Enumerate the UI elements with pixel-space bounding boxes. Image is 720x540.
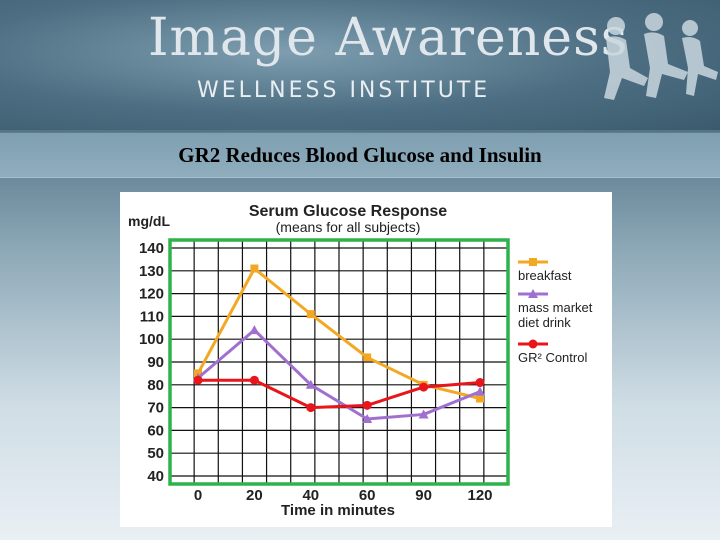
y-tick-label: 80: [147, 377, 164, 394]
y-tick-label: 110: [140, 308, 164, 325]
x-tick-label: 120: [467, 487, 492, 504]
y-tick-label: 100: [139, 331, 164, 348]
legend-label: mass market diet drink: [518, 300, 593, 330]
data-point: [419, 382, 429, 392]
y-tick-label: 120: [139, 286, 164, 303]
data-point: [476, 394, 484, 403]
chart-subtitle: (means for all subjects): [276, 219, 421, 235]
data-point: [475, 386, 485, 396]
x-tick-label: 0: [194, 487, 202, 504]
data-point: [305, 379, 316, 389]
data-point: [418, 409, 429, 419]
y-axis-label: mg/dL: [128, 213, 170, 229]
series-line-1: [197, 328, 481, 421]
y-tick-label: 40: [147, 468, 164, 485]
data-point: [306, 403, 316, 413]
legend-label: breakfast: [518, 268, 572, 283]
brand-subtitle: WELLNESS INSTITUTE: [197, 78, 491, 103]
glucose-line-chart: Serum Glucose Response (means for all su…: [128, 203, 593, 519]
y-tick-label: 140: [139, 240, 164, 257]
data-point: [362, 414, 373, 423]
people-silhouette-icon: [604, 13, 718, 100]
x-tick-label: 40: [302, 487, 319, 504]
x-tick-label: 60: [359, 487, 376, 504]
plot-border: [168, 238, 510, 486]
chart-panel: Serum Glucose Response (means for all su…: [120, 192, 612, 527]
legend-marker: [528, 339, 538, 349]
data-point: [250, 264, 259, 273]
brand-title: Image Awareness: [148, 8, 629, 68]
y-tick-label: 130: [139, 263, 164, 280]
data-point: [475, 378, 485, 388]
chart-title: Serum Glucose Response: [249, 203, 447, 220]
slide-title-bar: GR2 Reduces Blood Glucose and Insulin: [0, 132, 720, 178]
y-tick-label: 70: [147, 400, 164, 417]
y-tick-label: 50: [147, 445, 164, 462]
series-line-2: [198, 378, 481, 410]
legend-marker: [528, 289, 538, 298]
data-point: [249, 325, 260, 335]
header-banner: Image Awareness WELLNESS INSTITUTE: [0, 0, 720, 130]
y-tick-label: 60: [147, 422, 164, 439]
y-tick-label: 90: [147, 354, 164, 371]
data-point: [193, 375, 203, 385]
x-tick-label: 20: [246, 487, 263, 504]
legend-label: GR² Control: [518, 350, 587, 365]
slide-title: GR2 Reduces Blood Glucose and Insulin: [178, 143, 542, 167]
data-point: [249, 375, 259, 385]
legend-marker: [529, 258, 537, 266]
data-point: [362, 400, 372, 410]
x-tick-label: 90: [415, 487, 432, 504]
data-point: [363, 353, 372, 362]
x-axis-label: Time in minutes: [281, 502, 395, 519]
data-point: [306, 310, 315, 319]
